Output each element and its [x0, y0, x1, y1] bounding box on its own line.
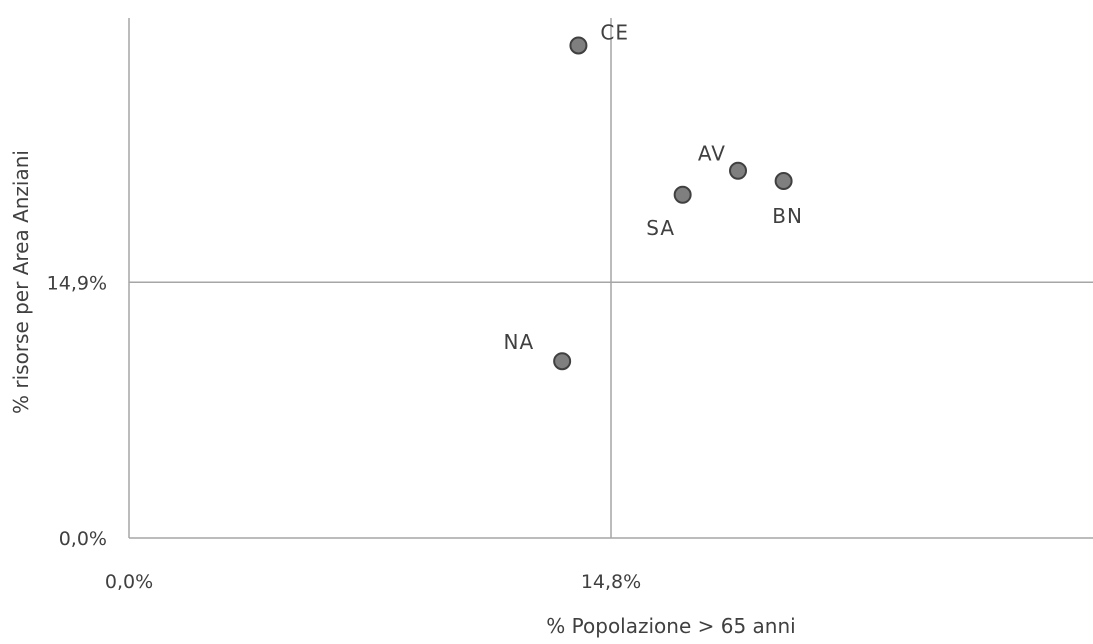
x-tick-label: 0,0%	[105, 571, 153, 593]
y-tick-label: 0,0%	[59, 528, 107, 550]
data-point-bn	[774, 172, 793, 191]
point-label-sa: SA	[646, 216, 675, 240]
point-label-av: AV	[698, 142, 726, 166]
data-point-na	[553, 352, 572, 371]
axes	[128, 18, 1093, 539]
tick-labels: 0,0% 14,8% 0,0% 14,9%	[47, 272, 642, 593]
x-axis-title: % Popolazione > 65 anni	[546, 614, 795, 638]
point-label-bn: BN	[772, 204, 803, 228]
data-point-av	[729, 161, 748, 180]
data-points: CE AV BN SA NA	[503, 20, 803, 371]
y-tick-label: 14,9%	[47, 272, 107, 294]
point-label-ce: CE	[600, 20, 629, 44]
y-axis-title: % risorse per Area Anziani	[9, 150, 33, 414]
point-label-na: NA	[503, 330, 534, 354]
data-point-sa	[673, 185, 692, 204]
data-point-ce	[569, 36, 588, 55]
x-tick-label: 14,8%	[581, 571, 641, 593]
